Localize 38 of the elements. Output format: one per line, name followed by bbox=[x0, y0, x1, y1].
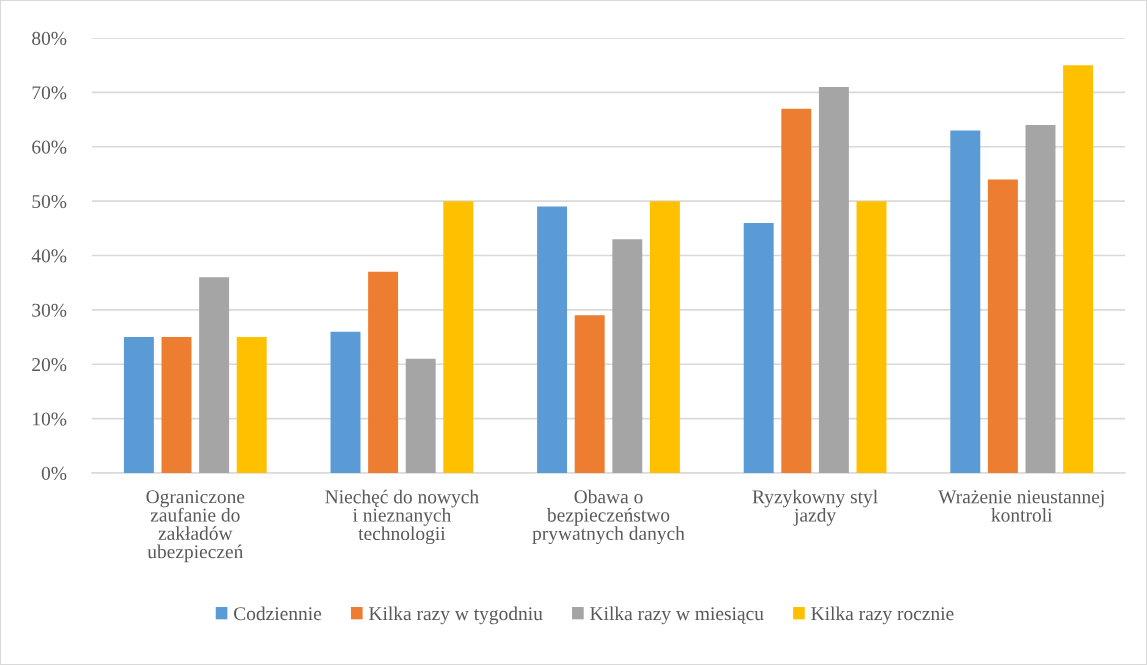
y-tick-label: 20% bbox=[32, 358, 67, 372]
bar bbox=[330, 331, 361, 473]
y-tick-label: 50% bbox=[32, 194, 67, 209]
bar bbox=[161, 337, 192, 473]
y-tick-label: 80% bbox=[32, 31, 67, 45]
legend-label: Kilka razy w miesiącu bbox=[590, 606, 764, 625]
y-tick-label: 60% bbox=[32, 140, 67, 154]
bar bbox=[405, 358, 436, 473]
bar bbox=[1025, 125, 1056, 473]
bar bbox=[781, 108, 812, 473]
y-tick-label: 70% bbox=[32, 86, 67, 100]
bar bbox=[856, 201, 887, 473]
x-tick-label: Obawa o bezpieczeństwo prywatnych danych bbox=[532, 489, 685, 544]
y-tick-label: 40% bbox=[31, 249, 67, 263]
x-tick-label: Ograniczone zaufanie do zakładów ubezpieczeń bbox=[146, 490, 245, 563]
x-tick-label: Niechęć do nowych i nieznanych technologii bbox=[325, 489, 479, 545]
legend-label: Codziennie bbox=[234, 606, 322, 621]
bar bbox=[649, 201, 680, 473]
legend-label: Kilka razy rocznie bbox=[811, 606, 954, 625]
legend-label: Kilka razy w tygodniu bbox=[369, 606, 543, 625]
bar bbox=[199, 277, 230, 473]
bar bbox=[123, 337, 154, 473]
bar bbox=[368, 271, 399, 473]
bar bbox=[443, 201, 474, 473]
bar bbox=[236, 337, 267, 473]
y-tick-label: 30% bbox=[32, 303, 67, 317]
x-tick-label: Ryzykowny styl jazdy bbox=[752, 489, 878, 526]
bar bbox=[987, 179, 1018, 473]
y-tick-label: 10% bbox=[33, 412, 67, 426]
x-tick-label: Wrażenie nieustannej kontroli bbox=[938, 490, 1104, 522]
bar bbox=[1063, 65, 1094, 473]
bar bbox=[743, 222, 774, 473]
y-tick-label: 0% bbox=[41, 466, 67, 480]
bar bbox=[818, 86, 849, 473]
bar bbox=[612, 239, 643, 473]
bar bbox=[950, 130, 981, 473]
bar bbox=[537, 206, 568, 473]
bar bbox=[574, 315, 605, 473]
